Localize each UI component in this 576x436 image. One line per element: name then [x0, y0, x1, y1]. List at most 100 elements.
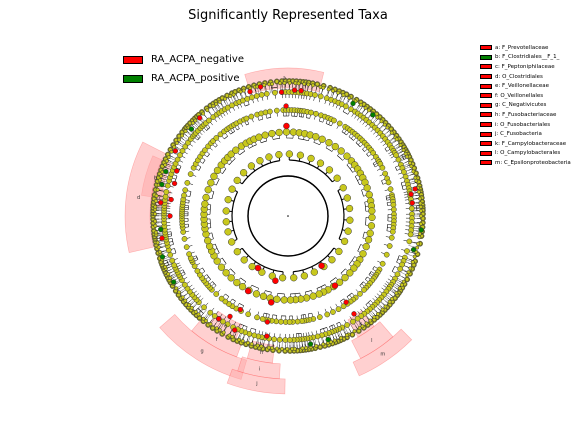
- taxon-node: [211, 326, 215, 330]
- branch-arc: [252, 285, 259, 288]
- taxon-node: [384, 252, 389, 257]
- taxon-node: [366, 191, 373, 198]
- taxon-node: [202, 317, 205, 320]
- taxon-node: [405, 274, 408, 277]
- taxon-node: [268, 130, 275, 137]
- taxa-key-swatch: [480, 132, 492, 137]
- branch-arc: [239, 303, 243, 305]
- taxon-node: [248, 89, 253, 94]
- taxon-node: [389, 235, 394, 240]
- taxon-node: [223, 208, 230, 215]
- taxon-node: [171, 280, 176, 285]
- taxon-node: [187, 303, 190, 306]
- taxon-node: [350, 319, 355, 324]
- taxon-node: [256, 134, 263, 141]
- taxon-node: [275, 347, 278, 350]
- taxon-node: [312, 133, 319, 140]
- branch-arc: [215, 145, 217, 147]
- taxa-key-item: g: C_Negativicutes: [480, 101, 576, 111]
- taxon-node: [241, 339, 244, 342]
- taxon-node: [278, 319, 283, 324]
- branch-arc: [199, 167, 201, 171]
- taxon-node: [157, 245, 160, 248]
- legend-item-negative: RA_ACPA_negative: [123, 50, 244, 69]
- branch-arc: [365, 277, 367, 280]
- taxon-node: [260, 293, 267, 300]
- clade-letter-i: i: [259, 366, 260, 372]
- taxon-node: [317, 315, 322, 320]
- taxon-node: [283, 129, 290, 136]
- branch-arc: [385, 149, 387, 152]
- taxon-node: [383, 171, 388, 176]
- branch-arc: [326, 124, 331, 126]
- taxon-node: [246, 341, 249, 344]
- taxa-key-item: k: F_Campylobacteraceae: [480, 139, 576, 149]
- taxon-node: [297, 82, 300, 85]
- group-legend: RA_ACPA_negative RA_ACPA_positive: [123, 50, 244, 88]
- taxon-node: [332, 283, 338, 289]
- taxon-node: [256, 344, 259, 347]
- branch-arc: [340, 299, 344, 301]
- branch-arc: [249, 145, 256, 149]
- taxon-node: [419, 205, 422, 208]
- branch-arc: [365, 217, 366, 225]
- taxon-node: [208, 310, 213, 315]
- branch-arc: [203, 268, 205, 272]
- taxon-node: [286, 347, 289, 350]
- taxon-node: [407, 270, 410, 273]
- branch-arc: [259, 119, 263, 120]
- taxa-key-swatch: [480, 55, 492, 60]
- taxon-node: [232, 147, 239, 154]
- taxon-node: [411, 247, 416, 252]
- clade-letter-j: j: [255, 381, 257, 387]
- taxon-node: [325, 312, 330, 317]
- taxon-node: [388, 300, 391, 303]
- taxon-node: [326, 337, 331, 342]
- taxa-key-swatch: [480, 64, 492, 69]
- branch-arc: [232, 192, 238, 240]
- taxon-node: [223, 269, 230, 276]
- taxon-node: [223, 97, 226, 100]
- taxon-node: [172, 263, 177, 268]
- taxon-node: [214, 135, 219, 140]
- taxon-node: [238, 307, 243, 312]
- taxon-node: [318, 345, 322, 349]
- taxon-node: [365, 236, 372, 243]
- taxon-node: [410, 165, 413, 168]
- taxa-key-item: h: F_Fusobacteriaceae: [480, 110, 576, 120]
- taxa-key-item: d: O_Clostridiales: [480, 72, 576, 82]
- taxon-node: [154, 231, 157, 234]
- taxon-node: [184, 244, 189, 249]
- taxa-key-item: f: O_Veillonellales: [480, 91, 576, 101]
- branch-line: [408, 245, 416, 247]
- taxon-node: [380, 120, 383, 123]
- taxa-key-item: a: F_Prevotellaceae: [480, 43, 576, 53]
- taxon-node: [206, 118, 211, 123]
- taxon-node: [194, 310, 197, 313]
- taxon-node: [168, 252, 173, 257]
- taxon-node: [286, 151, 293, 158]
- taxa-key-label: l: O_Campylobacterales: [495, 150, 560, 156]
- taxon-node: [250, 342, 253, 345]
- taxon-node: [283, 123, 289, 129]
- taxon-node: [413, 187, 418, 192]
- taxon-node: [211, 173, 218, 180]
- taxon-node: [172, 181, 177, 186]
- taxa-key-label: d: O_Clostridiales: [495, 74, 543, 80]
- taxon-node: [207, 179, 214, 186]
- clade-letter-d: d: [137, 195, 140, 201]
- branch-arc: [326, 148, 332, 152]
- taxon-node: [295, 319, 300, 324]
- taxon-node: [233, 279, 240, 286]
- taxon-node: [319, 263, 325, 269]
- branch-arc: [196, 256, 198, 260]
- taxon-node: [262, 132, 269, 139]
- taxon-node: [158, 227, 163, 232]
- taxa-key-swatch: [480, 103, 492, 108]
- taxon-node: [407, 239, 412, 244]
- branch-arc: [342, 132, 347, 135]
- taxa-key-swatch: [480, 151, 492, 156]
- taxon-node: [197, 116, 202, 121]
- taxon-node: [177, 138, 180, 141]
- taxon-node: [312, 92, 317, 97]
